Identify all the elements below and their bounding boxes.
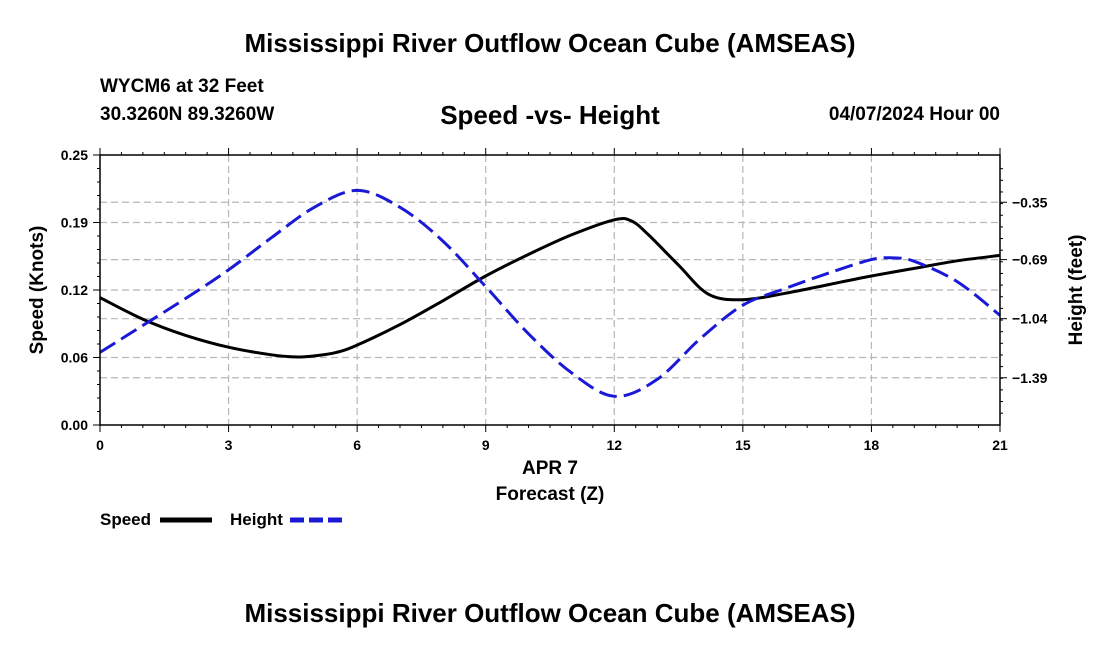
x-axis-ticks: 0 3 6 9 12 15 18 21 xyxy=(96,437,1008,453)
datetime-label: 04/07/2024 Hour 00 xyxy=(828,104,1000,125)
chart-title: Mississippi River Outflow Ocean Cube (AM… xyxy=(244,28,856,58)
x-tick-label: 6 xyxy=(353,437,361,453)
footer-title: Mississippi River Outflow Ocean Cube (AM… xyxy=(244,598,856,628)
coordinates-label: 30.3260N 89.3260W xyxy=(100,104,275,125)
x-axis-date-label: APR 7 xyxy=(522,458,578,479)
x-tick-label: 21 xyxy=(992,437,1008,453)
y-tick-label: 0.19 xyxy=(61,215,88,231)
legend: Speed Height xyxy=(100,510,342,529)
grid-lines xyxy=(100,155,1000,425)
series-line-speed xyxy=(99,216,1001,359)
y2-tick-label: −1.04 xyxy=(1012,311,1048,327)
y2-axis-label: Height (feet) xyxy=(1066,235,1087,346)
y2-tick-label: −0.35 xyxy=(1012,194,1048,210)
y-axis-ticks: 0.00 0.06 0.12 0.19 0.25 xyxy=(61,147,88,433)
y-tick-label: 0.06 xyxy=(61,350,88,366)
y2-axis-ticks: −0.35 −0.69 −1.04 −1.39 xyxy=(1000,194,1048,386)
legend-label-height: Height xyxy=(230,510,283,529)
x-axis-label: Forecast (Z) xyxy=(496,484,605,505)
plot-frame xyxy=(99,154,1001,426)
y2-tick-label: −1.39 xyxy=(1012,370,1048,386)
y-tick-label: 0.12 xyxy=(61,282,88,298)
legend-label-speed: Speed xyxy=(100,510,151,529)
y-axis-label: Speed (Knots) xyxy=(27,226,48,355)
series-line-height xyxy=(99,188,1001,398)
minor-ticks xyxy=(93,148,1003,432)
x-tick-label: 0 xyxy=(96,437,104,453)
y-tick-label: 0.25 xyxy=(61,147,88,163)
x-tick-label: 15 xyxy=(735,437,751,453)
x-tick-label: 18 xyxy=(864,437,880,453)
x-tick-label: 3 xyxy=(225,437,233,453)
x-tick-label: 12 xyxy=(606,437,622,453)
chart-subtitle: Speed -vs- Height xyxy=(440,100,660,130)
series-layer xyxy=(99,188,1001,398)
y2-tick-label: −0.69 xyxy=(1012,252,1048,268)
y-tick-label: 0.00 xyxy=(61,417,88,433)
x-tick-label: 9 xyxy=(482,437,490,453)
station-label: WYCM6 at 32 Feet xyxy=(100,76,264,97)
